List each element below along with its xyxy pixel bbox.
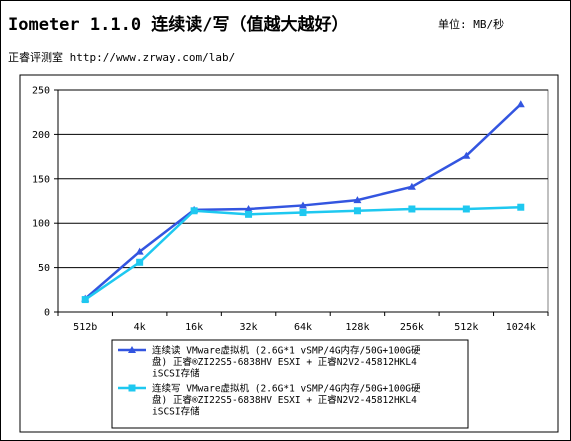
x-tick-label: 32k <box>240 322 258 333</box>
data-point <box>135 247 144 255</box>
y-tick-label: 0 <box>44 308 50 319</box>
legend-label: iSCSI存储 <box>152 406 200 418</box>
series-1 <box>81 100 525 302</box>
data-point <box>128 346 136 353</box>
data-point <box>408 205 416 213</box>
data-point <box>516 100 525 108</box>
data-point <box>299 201 307 209</box>
data-point <box>81 296 89 304</box>
legend-label: iSCSI存储 <box>152 368 200 380</box>
grid-layer <box>57 89 549 313</box>
series-layer <box>81 100 525 304</box>
data-point <box>462 151 471 159</box>
plot-area <box>57 89 549 313</box>
data-point <box>245 210 253 218</box>
y-tick-label: 100 <box>32 219 50 230</box>
x-tick-label: 128k <box>345 322 369 333</box>
data-point <box>136 258 144 266</box>
x-tick-label: 512b <box>73 322 97 333</box>
y-tick-label: 250 <box>32 86 50 97</box>
data-point <box>407 182 416 190</box>
legend-label: 连续写 VMware虚拟机 (2.6G*1 vSMP/4G内存/50G+100G… <box>152 383 421 395</box>
legend-entry-2: 连续写 VMware虚拟机 (2.6G*1 vSMP/4G内存/50G+100G… <box>118 383 421 418</box>
data-point <box>128 384 136 392</box>
legend-box <box>111 339 469 429</box>
x-tick-label: 16k <box>185 322 203 333</box>
source-label: 正睿评测室 http://www.zrway.com/lab/ <box>8 51 236 64</box>
unit-label: 单位: MB/秒 <box>438 18 505 31</box>
x-tick-label: 256k <box>400 322 424 333</box>
x-tick-label: 4k <box>134 322 146 333</box>
legend-label: 盘) 正睿®ZI22S5-6838HV ESXI + 正睿N2V2-45812H… <box>152 356 417 368</box>
legend-label: 连续读 VMware虚拟机 (2.6G*1 vSMP/4G内存/50G+100G… <box>152 345 421 357</box>
y-tick-label: 150 <box>32 174 50 185</box>
x-tick-label: 512k <box>454 322 478 333</box>
data-point <box>353 196 362 204</box>
x-tick-label: 1024k <box>506 322 536 333</box>
data-point <box>244 204 253 212</box>
data-point <box>462 205 470 213</box>
chart-title: Iometer 1.1.0 连续读/写（值越大越好） <box>8 15 349 35</box>
legend-label: 盘) 正睿®ZI22S5-6838HV ESXI + 正睿N2V2-45812H… <box>152 394 417 406</box>
y-tick-label: 50 <box>38 263 50 274</box>
legend: 连续读 VMware虚拟机 (2.6G*1 vSMP/4G内存/50G+100G… <box>111 339 469 429</box>
data-point <box>190 207 198 215</box>
data-point <box>299 209 307 217</box>
series-2 <box>81 203 525 304</box>
axis-layer: 0 50 100 150 200 250 512b 4k 16k 32k 64k 128k 256k 51… <box>32 86 549 333</box>
data-point <box>353 207 361 215</box>
data-point <box>517 203 525 211</box>
legend-entry-1: 连续读 VMware虚拟机 (2.6G*1 vSMP/4G内存/50G+100G… <box>118 345 421 380</box>
chart-area-border <box>19 74 559 433</box>
y-tick-label: 200 <box>32 130 50 141</box>
x-tick-label: 64k <box>294 322 312 333</box>
